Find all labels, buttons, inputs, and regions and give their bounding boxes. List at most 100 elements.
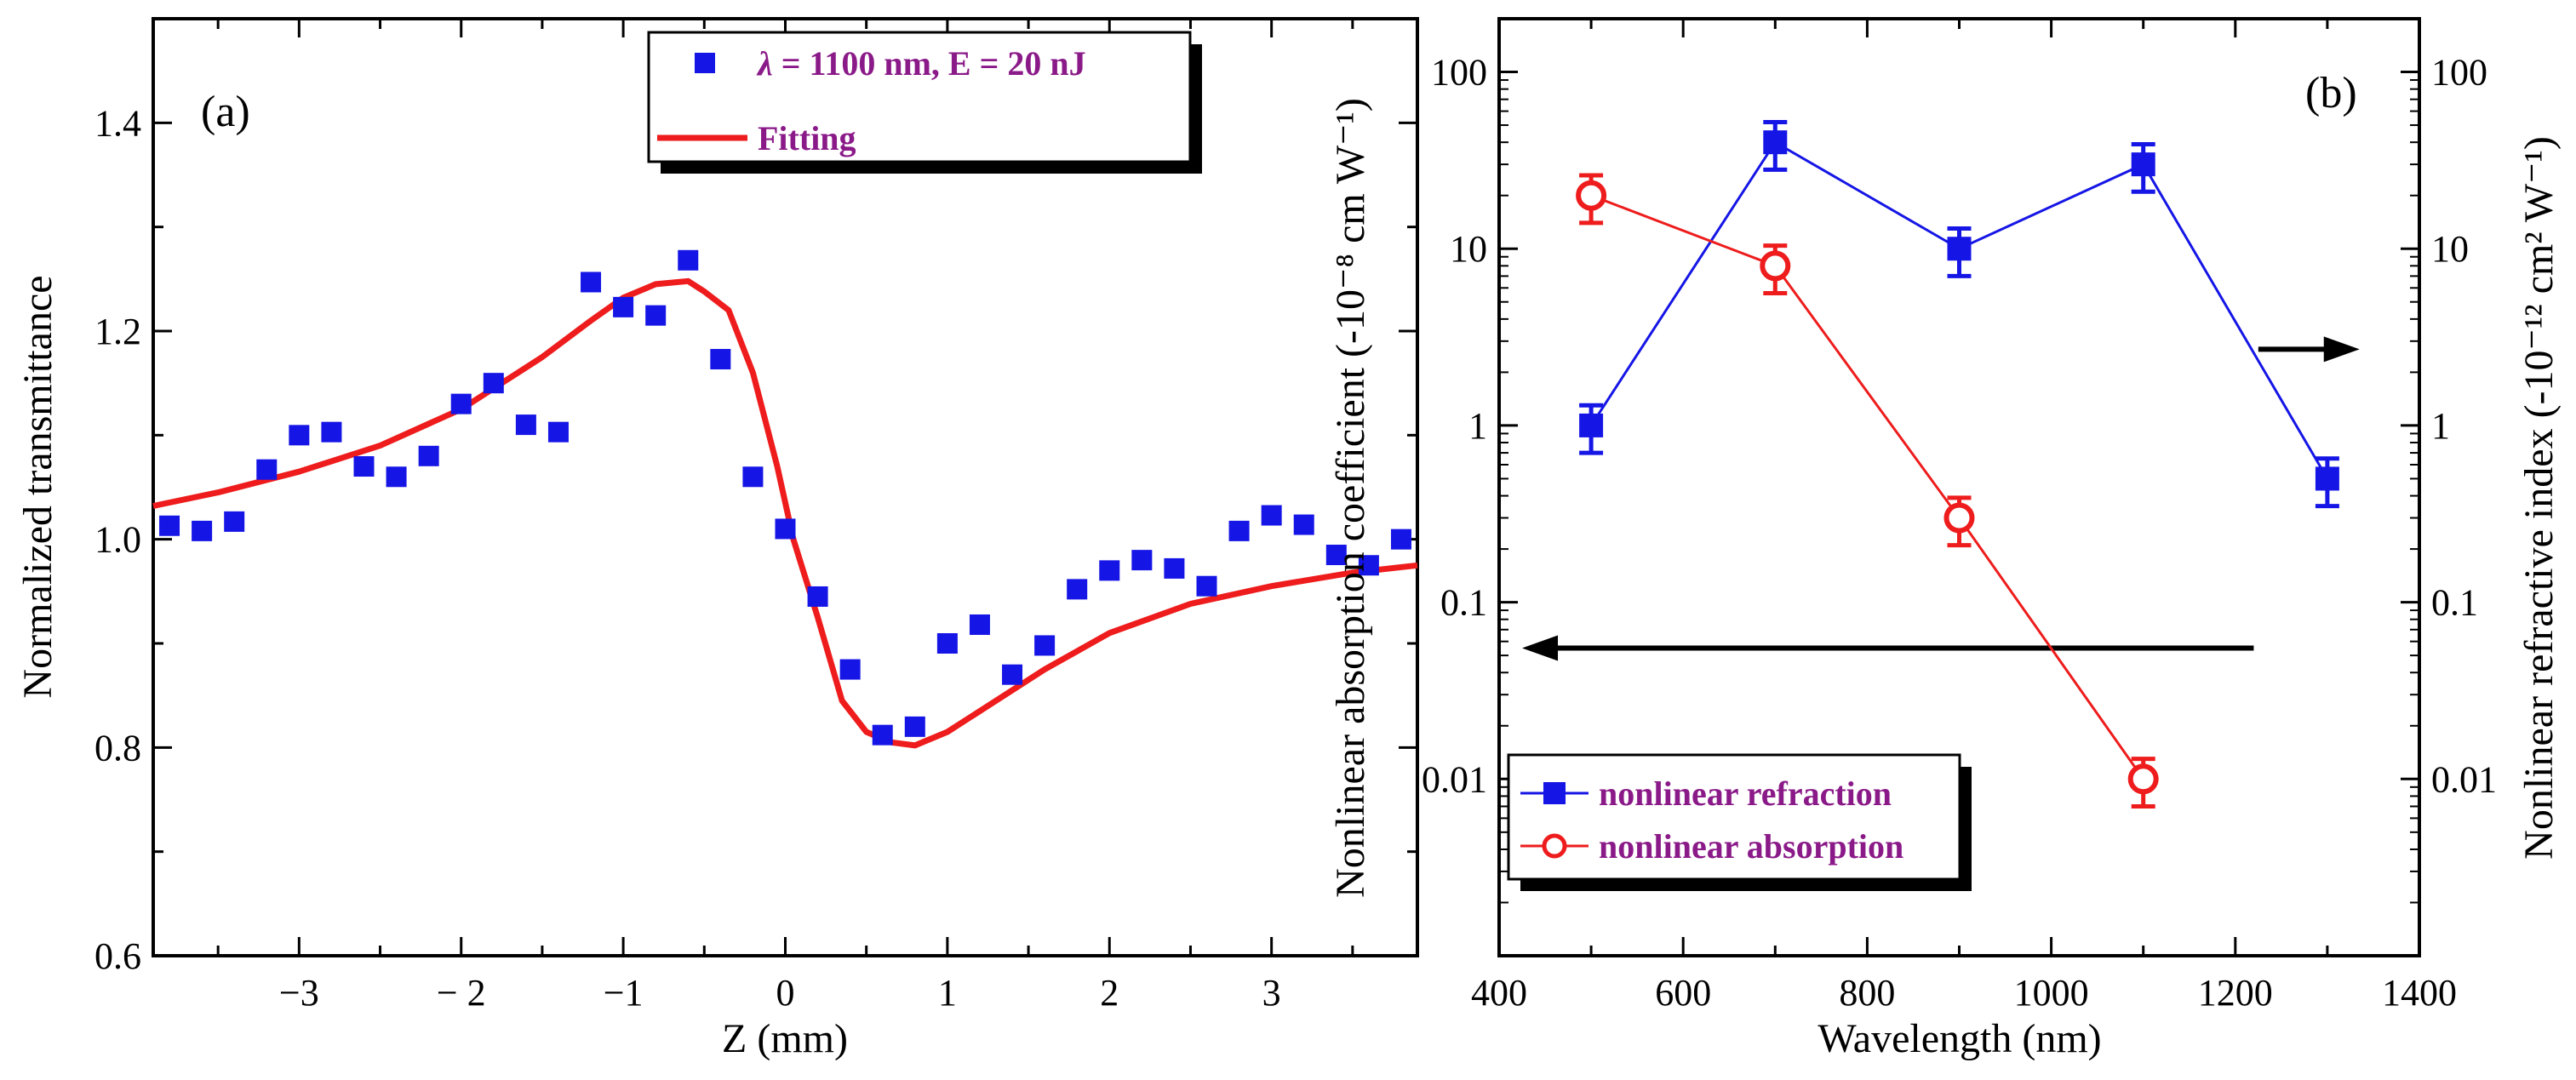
series-line-absorption [1590, 194, 2144, 780]
legend-label-measurement: λ = 1100 nm, E = 20 nJ [756, 44, 1086, 83]
measurement-conditions: = 1100 nm, E = 20 nJ [773, 44, 1086, 83]
legend-label-refraction: nonlinear refraction [1599, 774, 1892, 813]
y-tick-label: 0.8 [94, 727, 141, 769]
legend-box [1507, 753, 1961, 881]
data-point [1325, 545, 1347, 566]
x-tick-label: 3 [1262, 972, 1281, 1014]
data-point-square [2315, 466, 2339, 491]
left-y-tick-label: 0.1 [1440, 582, 1487, 624]
panel-b-x-axis-title: Wavelength (nm) [1818, 1016, 2101, 1061]
panel-b-label: (b) [2305, 69, 2357, 117]
panel-b-chart: 400 600 800 1000 1200 1400 0.01 0.01 0.1 0.1 1 1 10 1… [1328, 17, 2562, 1061]
x-tick-label: −1 [604, 972, 644, 1014]
panel-b-right-y-axis-title: Nonlinear refractive index (-10⁻¹² cm² W… [2516, 136, 2562, 860]
data-point [289, 425, 310, 446]
data-point [1261, 505, 1282, 526]
data-point [742, 466, 764, 488]
data-point-square [2131, 152, 2155, 177]
right-y-tick-label: 1 [2431, 405, 2450, 447]
panel-a-label: (a) [201, 88, 250, 136]
panel-b-series [1576, 120, 2339, 809]
left-y-tick-label: 1 [1468, 405, 1487, 447]
panel-b-ticks: 400 600 800 1000 1200 1400 0.01 0.01 0.1 0.1 1 1 10 1… [1422, 19, 2497, 1014]
data-point [807, 586, 828, 607]
left-y-tick-label: 0.01 [1422, 758, 1487, 800]
data-point [418, 445, 439, 466]
panel-a-ticks: −3 − 2 −1 0 1 2 3 0.6 0.8 1.0 1.2 1.4 [94, 17, 1417, 1014]
data-point [775, 518, 796, 540]
data-point [1034, 635, 1056, 656]
data-point [224, 511, 245, 532]
panel-b-legend: nonlinear refraction nonlinear absorptio… [1507, 753, 1972, 891]
legend-marker-square [695, 53, 715, 73]
x-tick-label: 1400 [2382, 972, 2457, 1014]
panel-a-legend: λ = 1100 nm, E = 20 nJ Fitting [647, 31, 1202, 174]
data-point-circle [2127, 763, 2159, 795]
series-line-refraction [1589, 140, 2329, 480]
data-point [1293, 514, 1314, 535]
x-tick-label: 400 [1471, 972, 1527, 1014]
data-point [1196, 575, 1217, 597]
axis-pointer-arrow-head [1522, 635, 1559, 661]
panel-a-y-axis-title: Normalized transmittance [15, 275, 60, 698]
panel-a-series [152, 249, 1418, 749]
left-y-tick-label: 10 [1450, 228, 1487, 270]
data-point [353, 456, 375, 477]
data-point [1358, 555, 1379, 576]
x-tick-label: 600 [1655, 972, 1711, 1014]
panel-a-x-axis-title: Z (mm) [722, 1016, 848, 1061]
axis-pointer-arrow-head [2323, 336, 2360, 363]
data-point [256, 459, 278, 480]
data-point [613, 296, 634, 317]
data-point [192, 520, 213, 541]
left-y-tick-label: 100 [1431, 52, 1487, 94]
x-tick-label: 2 [1100, 972, 1119, 1014]
data-point [678, 249, 699, 271]
legend-marker-square [1543, 782, 1566, 804]
data-point-square [1579, 413, 1604, 437]
x-tick-label: − 2 [437, 972, 486, 1014]
data-point [936, 633, 958, 654]
data-point [386, 466, 407, 488]
right-y-tick-label: 0.1 [2431, 582, 2478, 624]
right-y-tick-label: 0.01 [2431, 758, 2497, 800]
fitting-curve [152, 277, 1418, 749]
data-point [969, 614, 990, 635]
data-point [872, 724, 893, 746]
data-point [1067, 579, 1088, 600]
data-point [645, 305, 667, 326]
data-point [1099, 560, 1120, 581]
data-point [839, 659, 861, 680]
y-tick-label: 1.0 [94, 519, 141, 561]
data-point [159, 515, 180, 536]
y-tick-label: 1.2 [94, 311, 141, 352]
data-point [1131, 550, 1153, 571]
data-point [450, 393, 472, 414]
lambda-symbol: λ [756, 44, 773, 83]
data-point [710, 349, 731, 370]
x-tick-label: 800 [1839, 972, 1895, 1014]
y-tick-label: 0.6 [94, 935, 141, 977]
data-point [1228, 520, 1250, 541]
x-tick-label: 1000 [2014, 972, 2089, 1014]
legend-marker-circle [1542, 833, 1567, 859]
y-tick-label: 1.4 [94, 102, 141, 144]
panel-b-arrows [1522, 336, 2360, 661]
x-tick-label: 1200 [2198, 972, 2273, 1014]
data-point [1002, 664, 1023, 685]
right-y-tick-label: 100 [2431, 52, 2487, 94]
legend-label-fitting: Fitting [758, 119, 856, 157]
data-point [515, 414, 536, 436]
data-point-circle [1760, 250, 1791, 282]
x-tick-label: 0 [776, 972, 795, 1014]
legend-label-absorption: nonlinear absorption [1599, 827, 1903, 866]
panel-a-chart: −3 − 2 −1 0 1 2 3 0.6 0.8 1.0 1.2 1.4 (a) Z (mm) No… [15, 17, 1419, 1061]
data-point [547, 421, 569, 443]
x-tick-label: −3 [279, 972, 319, 1014]
data-point [1164, 557, 1185, 579]
panel-b-left-y-axis-title: Nonlinear absorption coefficient (-10⁻⁸ … [1328, 98, 1373, 898]
data-point [483, 373, 504, 394]
data-point [321, 421, 342, 443]
data-point-square [1763, 130, 1788, 155]
